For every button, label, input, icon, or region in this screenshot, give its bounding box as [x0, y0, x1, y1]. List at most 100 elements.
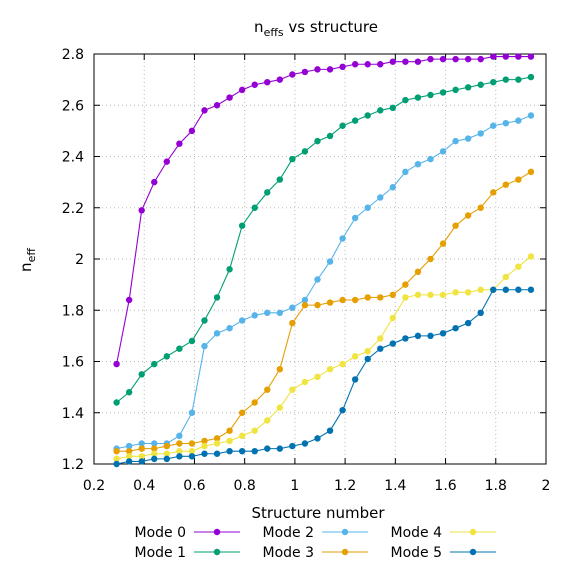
- data-point: [314, 373, 321, 381]
- data-point: [226, 324, 233, 332]
- data-point: [402, 168, 409, 176]
- data-point: [276, 309, 284, 317]
- data-point: [339, 360, 346, 368]
- data-point: [389, 340, 397, 347]
- data-point: [226, 437, 233, 445]
- data-point: [364, 112, 371, 119]
- data-point: [527, 53, 535, 60]
- legend-marker: [469, 528, 477, 536]
- data-point: [515, 53, 522, 60]
- data-point: [301, 148, 309, 155]
- data-point: [163, 450, 171, 457]
- x-tick-label: 1: [290, 478, 299, 494]
- data-point: [464, 55, 472, 63]
- data-point: [402, 96, 409, 104]
- data-point: [351, 61, 359, 68]
- data-point: [502, 53, 510, 60]
- data-point: [188, 337, 196, 345]
- legend-marker: [213, 528, 221, 536]
- x-tick-label: 0.6: [183, 478, 205, 494]
- data-point: [464, 289, 472, 296]
- data-point: [113, 447, 120, 455]
- data-point: [264, 309, 271, 317]
- series-4: [113, 253, 535, 463]
- data-point: [188, 409, 196, 416]
- legend-label: Mode 2: [262, 525, 314, 541]
- data-point: [326, 258, 334, 265]
- series-3: [113, 168, 535, 455]
- data-point: [125, 296, 133, 304]
- data-point: [264, 78, 271, 86]
- data-point: [351, 376, 359, 383]
- data-point: [176, 432, 183, 440]
- data-point: [427, 55, 434, 63]
- data-point: [515, 286, 522, 293]
- legend-item: Mode 4: [390, 525, 496, 541]
- x-tick-label: 1.6: [434, 478, 456, 494]
- data-point: [188, 453, 196, 460]
- data-point: [339, 406, 346, 414]
- data-point: [364, 294, 371, 301]
- data-point: [351, 353, 359, 360]
- data-point: [326, 427, 334, 434]
- data-point: [264, 386, 271, 393]
- data-point: [502, 286, 510, 293]
- data-point: [201, 442, 208, 450]
- data-point: [138, 445, 145, 452]
- data-point: [439, 330, 447, 337]
- y-tick-label: 1.6: [62, 355, 84, 371]
- data-point: [339, 235, 346, 242]
- legend-item: Mode 5: [390, 545, 496, 561]
- data-point: [251, 447, 258, 455]
- data-point: [464, 84, 472, 91]
- series-1: [113, 73, 535, 406]
- data-point: [151, 178, 158, 186]
- x-tick-label: 2: [542, 478, 551, 494]
- data-point: [314, 301, 321, 309]
- data-point: [289, 319, 296, 327]
- data-point: [439, 89, 447, 96]
- data-point: [238, 222, 246, 229]
- data-point: [201, 342, 208, 350]
- data-point: [427, 332, 434, 340]
- data-point: [213, 435, 221, 442]
- data-point: [113, 399, 120, 406]
- data-point: [201, 317, 208, 324]
- data-point: [439, 148, 447, 155]
- data-point: [377, 345, 384, 352]
- data-point: [439, 240, 447, 247]
- data-point: [125, 442, 133, 450]
- x-tick-label: 1.2: [334, 478, 356, 494]
- data-point: [226, 266, 233, 273]
- data-point: [289, 304, 296, 311]
- data-point: [301, 296, 309, 304]
- y-tick-label: 2.6: [62, 98, 84, 114]
- y-tick-label: 2.2: [62, 201, 84, 217]
- data-point: [188, 127, 196, 135]
- series-2: [113, 112, 535, 452]
- x-tick-label: 1.8: [485, 478, 507, 494]
- data-point: [414, 94, 422, 101]
- data-point: [464, 212, 472, 219]
- series-line: [116, 56, 531, 365]
- data-point: [339, 296, 346, 304]
- data-point: [502, 181, 510, 188]
- data-point: [351, 214, 359, 222]
- data-point: [490, 122, 497, 129]
- data-point: [527, 112, 535, 119]
- legend-label: Mode 3: [262, 545, 314, 561]
- data-point: [238, 317, 246, 324]
- data-point: [464, 135, 472, 142]
- data-point: [477, 204, 484, 211]
- legend: Mode 0 Mode 1 Mode 2 Mode 3 Mode 4 Mode 5: [134, 525, 496, 561]
- data-point: [452, 222, 459, 229]
- data-point: [389, 58, 397, 65]
- data-point: [113, 360, 120, 368]
- data-point: [477, 81, 484, 88]
- data-point: [477, 130, 484, 137]
- data-point: [138, 371, 145, 378]
- data-point: [188, 447, 196, 455]
- data-point: [364, 348, 371, 355]
- data-point: [264, 189, 271, 196]
